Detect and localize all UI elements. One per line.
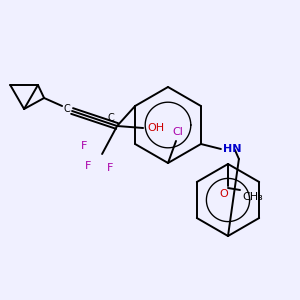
Text: F: F [85,161,91,171]
Text: C: C [107,113,114,123]
Text: F: F [81,141,87,151]
Text: C: C [63,104,70,114]
Text: Cl: Cl [172,127,183,137]
Text: F: F [107,163,113,173]
Text: CH₃: CH₃ [242,192,263,202]
Text: O: O [219,189,228,199]
Text: OH: OH [147,123,164,133]
Text: HN: HN [223,144,242,154]
